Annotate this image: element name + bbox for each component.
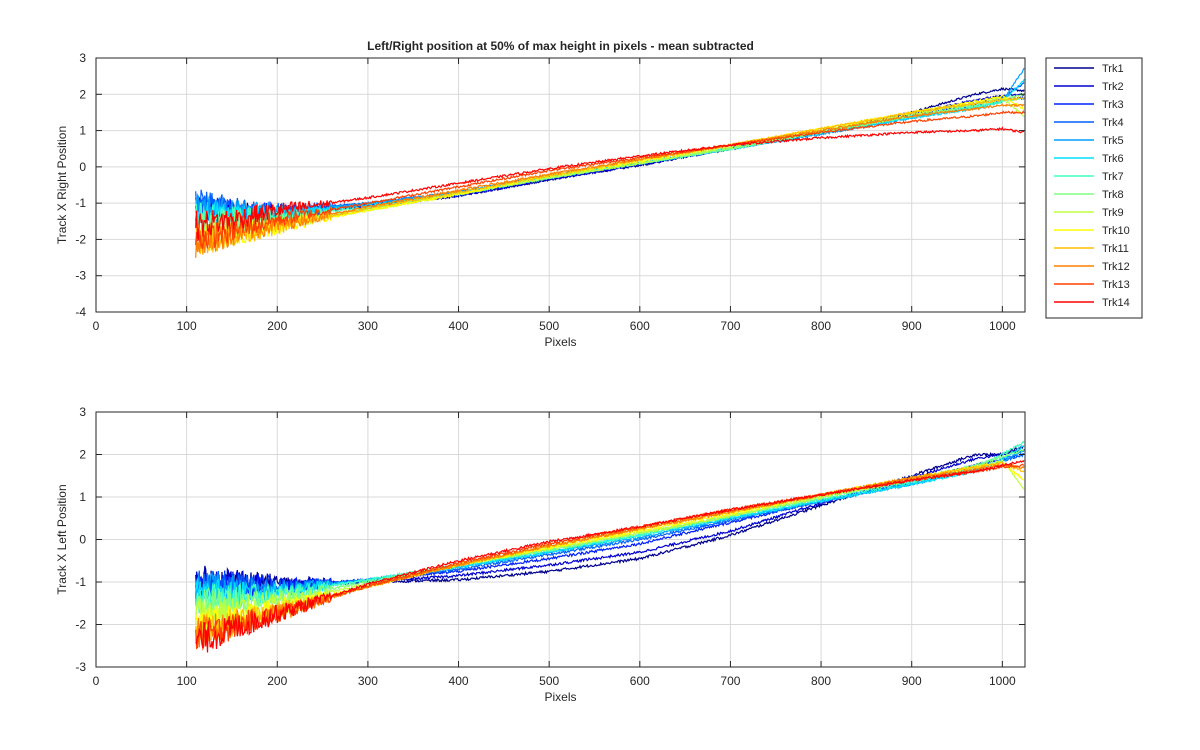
x-tick-label: 100 (177, 319, 197, 333)
x-tick-label: 900 (902, 319, 922, 333)
series-line-trk11 (195, 96, 1025, 255)
series-line-trk14 (195, 460, 1025, 653)
x-tick-label: 400 (449, 319, 469, 333)
series-line-trk13 (195, 110, 1025, 250)
y-axis-label: Track X Left Position (55, 484, 69, 594)
x-tick-label: 600 (630, 319, 650, 333)
x-tick-label: 600 (630, 674, 650, 688)
x-tick-label: 200 (267, 319, 287, 333)
legend-label-trk5: Trk5 (1102, 135, 1124, 147)
x-tick-label: 700 (720, 319, 740, 333)
y-tick-label: 3 (79, 51, 86, 65)
legend-box (1045, 57, 1143, 319)
y-tick-label: 2 (79, 87, 86, 101)
series-line-trk13 (195, 463, 1025, 652)
x-tick-label: 1000 (989, 319, 1016, 333)
y-tick-label: -1 (75, 196, 86, 210)
legend-label-trk6: Trk6 (1102, 153, 1124, 165)
x-tick-label: 1000 (989, 674, 1016, 688)
x-axis-label: Pixels (544, 335, 576, 349)
x-tick-label: 0 (93, 674, 100, 688)
legend-label-trk3: Trk3 (1102, 99, 1124, 111)
x-tick-label: 400 (449, 674, 469, 688)
top-panel: 0 100 200 300 400 500 600 700 800 900 1000 -4 -3 -2 -1… (55, 51, 1026, 349)
y-tick-label: 1 (79, 124, 86, 138)
legend-label-trk10: Trk10 (1102, 225, 1130, 237)
series-group (195, 440, 1025, 653)
y-tick-label: -2 (75, 618, 86, 632)
legend-label-trk8: Trk8 (1102, 189, 1124, 201)
x-tick-label: 800 (811, 674, 831, 688)
legend-label-trk4: Trk4 (1102, 117, 1124, 129)
x-tick-label: 500 (539, 674, 559, 688)
legend-label-trk12: Trk12 (1102, 261, 1130, 273)
y-tick-label: -1 (75, 575, 86, 589)
y-tick-label: -2 (75, 232, 86, 246)
legend-label-trk9: Trk9 (1102, 207, 1124, 219)
series-group (195, 67, 1025, 258)
y-axis-label: Track X Right Position (55, 126, 69, 244)
x-tick-label: 300 (358, 319, 378, 333)
series-line-trk12 (195, 103, 1025, 258)
x-tick-label: 500 (539, 319, 559, 333)
y-tick-label: -3 (75, 269, 86, 283)
legend: Trk1 Trk2 Trk3 Trk4 Trk5 Trk6 Trk7 Trk8 Trk9 Trk1… (1045, 57, 1143, 319)
x-tick-label: 300 (358, 674, 378, 688)
legend-label-trk1: Trk1 (1102, 63, 1124, 75)
legend-label-trk13: Trk13 (1102, 279, 1130, 291)
x-tick-label: 200 (267, 674, 287, 688)
x-tick-label: 800 (811, 319, 831, 333)
legend-label-trk11: Trk11 (1102, 243, 1129, 255)
y-tick-label: 3 (79, 405, 86, 419)
bottom-panel: 0 100 200 300 400 500 600 700 800 900 1000 -3 -2 -1 0 1… (55, 405, 1026, 704)
x-axis-label: Pixels (544, 690, 576, 704)
legend-label-trk2: Trk2 (1102, 81, 1124, 93)
x-tick-label: 0 (93, 319, 100, 333)
x-tick-label: 100 (177, 674, 197, 688)
axes-box (95, 57, 1026, 313)
legend-label-trk14: Trk14 (1102, 297, 1130, 309)
y-tick-label: 0 (79, 533, 86, 547)
chart-title: Left/Right position at 50% of max height… (367, 39, 754, 53)
y-tick-label: 2 (79, 448, 86, 462)
legend-label-trk7: Trk7 (1102, 171, 1124, 183)
x-tick-label: 900 (902, 674, 922, 688)
y-tick-label: 1 (79, 490, 86, 504)
series-line-trk7 (195, 440, 1025, 615)
x-tick-label: 700 (720, 674, 740, 688)
y-tick-label: 0 (79, 160, 86, 174)
y-tick-label: -4 (75, 305, 86, 319)
series-line-trk14 (195, 126, 1025, 242)
y-tick-label: -3 (75, 660, 86, 674)
plot-area (96, 58, 1025, 312)
